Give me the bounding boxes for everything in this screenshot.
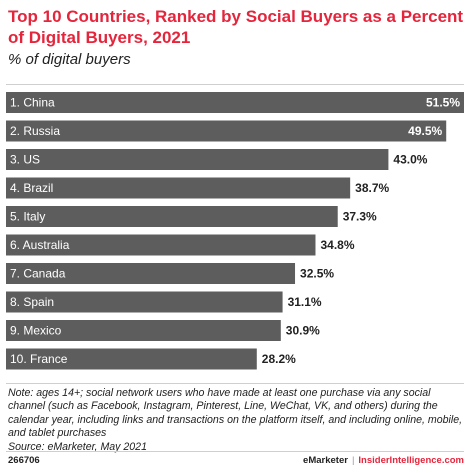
brand-insider-intelligence: InsiderIntelligence.com: [358, 455, 464, 466]
category-label-1: 1. China: [10, 96, 55, 110]
value-label-10: 28.2%: [262, 352, 296, 366]
brand-separator: |: [351, 455, 355, 466]
category-label-6: 6. Australia: [10, 238, 70, 252]
bar-10: [6, 348, 257, 370]
footer: 266706 eMarketer | InsiderIntelligence.com: [8, 455, 464, 469]
chart-subtitle: % of digital buyers: [8, 51, 131, 68]
top-divider: [6, 84, 464, 85]
chart-title: Top 10 Countries, Ranked by Social Buyer…: [8, 7, 464, 47]
footer-divider: [6, 451, 464, 452]
bar-3: [6, 149, 389, 170]
bar-2: [6, 120, 447, 142]
bar-4: [6, 177, 351, 199]
category-label-7: 7. Canada: [10, 267, 66, 281]
category-label-4: 4. Brazil: [10, 181, 53, 195]
value-label-5: 37.3%: [343, 210, 377, 224]
category-label-5: 5. Italy: [10, 210, 45, 224]
bar-1: [6, 92, 464, 113]
value-label-7: 32.5%: [300, 267, 334, 281]
chart-id: 266706: [8, 455, 40, 466]
value-label-2: 49.5%: [408, 124, 442, 138]
bar-8: [6, 291, 283, 313]
bottom-divider: [6, 383, 464, 384]
value-label-6: 34.8%: [320, 238, 354, 252]
bar-chart: 1. China 51.5% 2. Russia 49.5% 3. US 43.0% 4. …: [6, 92, 464, 370]
value-label-3: 43.0%: [393, 153, 427, 167]
value-label-1: 51.5%: [426, 96, 460, 110]
bar-7: [6, 263, 296, 284]
note-text: Note: ages 14+; social network users who…: [8, 387, 463, 440]
brand: eMarketer | InsiderIntelligence.com: [303, 455, 464, 466]
category-label-3: 3. US: [10, 153, 40, 167]
category-label-9: 9. Mexico: [10, 324, 62, 338]
chart-notes: Note: ages 14+; social network users who…: [8, 387, 466, 454]
source-text: Source: eMarketer, May 2021: [8, 440, 147, 453]
bar-9: [6, 320, 281, 341]
value-label-8: 31.1%: [288, 295, 322, 309]
bar-6: [6, 234, 316, 256]
brand-emarketer: eMarketer: [303, 455, 348, 466]
value-label-9: 30.9%: [286, 324, 320, 338]
category-label-10: 10. France: [10, 352, 68, 366]
value-label-4: 38.7%: [355, 181, 389, 195]
category-label-2: 2. Russia: [10, 124, 60, 138]
category-label-8: 8. Spain: [10, 295, 54, 309]
bar-5: [6, 206, 338, 227]
